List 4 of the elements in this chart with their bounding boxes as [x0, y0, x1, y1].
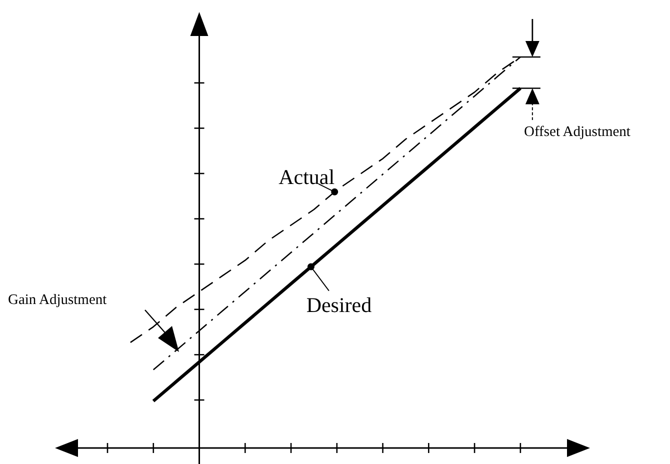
annotation: Offset Adjustment — [524, 124, 630, 140]
series-label: Actual — [278, 164, 335, 189]
legend-label: Desired — [306, 292, 372, 317]
annotation: Gain Adjustment — [8, 292, 107, 308]
